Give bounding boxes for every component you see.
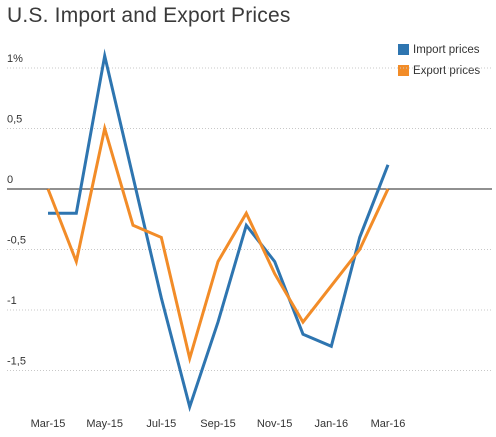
legend-item-import: Import prices bbox=[398, 39, 480, 60]
legend-swatch-export bbox=[398, 65, 409, 76]
x-tick-label: Sep-15 bbox=[200, 418, 235, 430]
y-tick-label: 0 bbox=[7, 174, 13, 186]
series-line-import bbox=[48, 48, 390, 413]
legend-label-import: Import prices bbox=[413, 43, 480, 56]
legend-swatch-import bbox=[398, 44, 409, 55]
legend: Import prices Export prices bbox=[398, 39, 480, 81]
y-tick-label: -0,5 bbox=[7, 235, 26, 247]
y-tick-label: 0,5 bbox=[7, 114, 22, 126]
x-tick-label: Mar-15 bbox=[31, 418, 66, 430]
y-tick-label: 1% bbox=[7, 53, 23, 65]
x-tick-label: May-15 bbox=[86, 418, 123, 430]
x-tick-label: Mar-16 bbox=[371, 418, 406, 430]
chart-title: U.S. Import and Export Prices bbox=[7, 4, 291, 27]
y-tick-label: -1,5 bbox=[7, 356, 26, 368]
x-tick-label: Jul-15 bbox=[146, 418, 176, 430]
y-tick-label: -1 bbox=[7, 295, 17, 307]
x-tick-label: Jan-16 bbox=[315, 418, 349, 430]
x-tick-label: Nov-15 bbox=[257, 418, 292, 430]
series-line-export bbox=[46, 122, 390, 365]
